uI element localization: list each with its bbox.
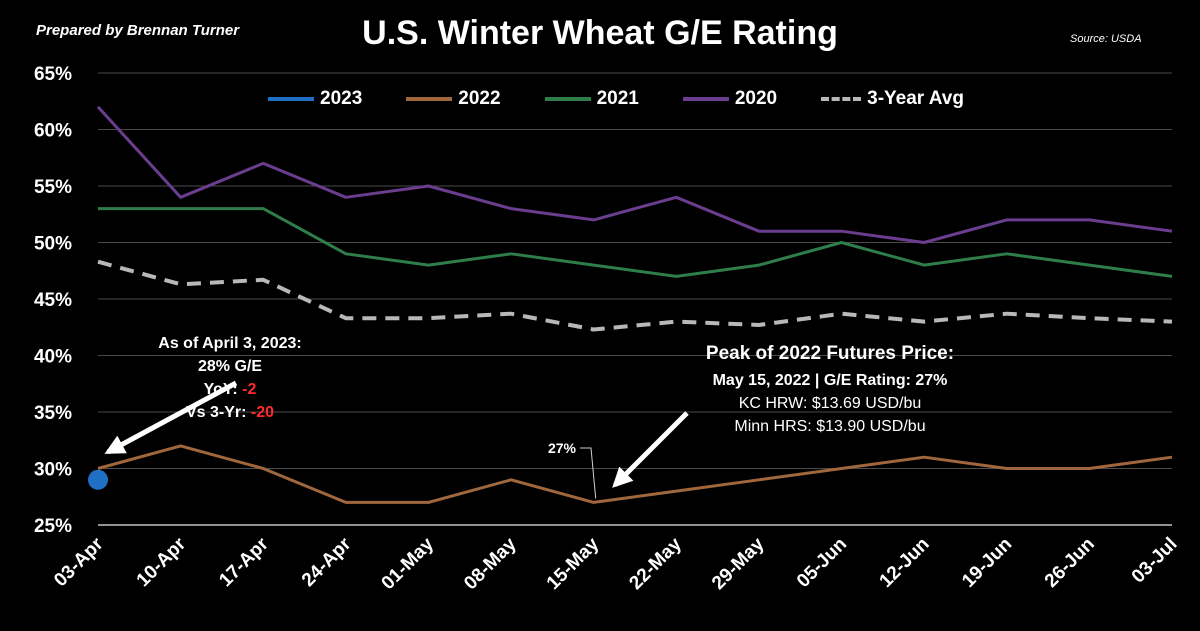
annotation-2023: As of April 3, 2023: 28% G/E YoY: -2 Vs … bbox=[120, 332, 340, 424]
source-text: Source: USDA bbox=[1070, 33, 1142, 45]
legend-item-2022: 2022 bbox=[406, 88, 501, 110]
x-tick-29-May: 29-May bbox=[708, 533, 769, 594]
legend-swatch-2020 bbox=[682, 97, 729, 101]
x-tick-03-Apr: 03-Apr bbox=[50, 533, 108, 591]
series-line-2021 bbox=[98, 207, 1173, 278]
legend-item-2023: 2023 bbox=[268, 88, 362, 110]
gridlines bbox=[98, 72, 1172, 526]
annotation-peak: Peak of 2022 Futures Price: May 15, 2022… bbox=[660, 342, 1000, 438]
point-2023-03-Apr bbox=[88, 469, 108, 490]
x-tick-12-Jun: 12-Jun bbox=[876, 534, 934, 592]
legend-label-3-year-avg: 3-Year Avg bbox=[867, 88, 964, 109]
point-label-leader bbox=[580, 447, 597, 499]
legend-swatch-2021 bbox=[544, 97, 591, 101]
legend-label-2021: 2021 bbox=[596, 88, 639, 109]
credit-text: Prepared by Brennan Turner bbox=[36, 22, 240, 39]
y-tick-55: 55% bbox=[34, 177, 72, 198]
legend-swatch-2022 bbox=[406, 97, 453, 101]
y-axis-ticks: 25% 30% 35% 40% 45% 50% 55% 60% 65% bbox=[34, 64, 72, 537]
arrow-2023 bbox=[104, 380, 238, 455]
y-tick-65: 65% bbox=[34, 64, 72, 85]
x-tick-15-May: 15-May bbox=[543, 533, 604, 594]
annotation-2023-yoy: YoY: -2 bbox=[203, 381, 257, 398]
arrow-peak bbox=[612, 411, 689, 488]
y-tick-35: 35% bbox=[34, 403, 72, 424]
annotation-peak-line1: May 15, 2022 | G/E Rating: 27% bbox=[712, 372, 948, 389]
annotation-peak-heading: Peak of 2022 Futures Price: bbox=[705, 343, 955, 364]
annotation-2023-line1: As of April 3, 2023: bbox=[158, 335, 302, 352]
y-tick-40: 40% bbox=[34, 347, 72, 368]
y-tick-45: 45% bbox=[34, 290, 72, 311]
legend-label-2020: 2020 bbox=[734, 88, 778, 109]
legend-swatch-3-year-avg bbox=[821, 97, 862, 101]
series-group bbox=[88, 105, 1173, 504]
series-line-3-year-avg bbox=[97, 259, 1173, 332]
annotation-arrows: 27% bbox=[104, 380, 689, 499]
x-tick-10-Apr: 10-Apr bbox=[133, 533, 191, 591]
x-tick-24-Apr: 24-Apr bbox=[298, 533, 356, 591]
annotation-2023-vs3yr: Vs 3-Yr: -20 bbox=[185, 404, 275, 421]
x-tick-22-May: 22-May bbox=[625, 533, 686, 594]
legend-swatch-2023 bbox=[268, 97, 314, 101]
x-tick-03-Jul: 03-Jul bbox=[1128, 534, 1182, 588]
legend-item-2020: 2020 bbox=[682, 88, 778, 110]
legend-item-3-year-avg: 3-Year Avg bbox=[821, 88, 964, 110]
y-tick-25: 25% bbox=[34, 516, 72, 537]
point-label-27: 27% bbox=[548, 440, 577, 456]
series-line-2020 bbox=[96, 105, 1173, 244]
x-tick-05-Jun: 05-Jun bbox=[793, 534, 851, 592]
x-axis-ticks: 03-Apr 10-Apr 17-Apr 24-Apr 01-May 08-May 15-M… bbox=[50, 533, 1181, 594]
yoy-value: -2 bbox=[242, 381, 257, 398]
x-tick-01-May: 01-May bbox=[378, 533, 439, 594]
legend-label-2023: 2023 bbox=[320, 88, 363, 109]
x-tick-26-Jun: 26-Jun bbox=[1041, 534, 1099, 592]
annotation-peak-line2: KC HRW: $13.69 USD/bu bbox=[738, 395, 922, 412]
y-tick-30: 30% bbox=[34, 460, 72, 481]
y-tick-60: 60% bbox=[34, 121, 72, 142]
chart-title: U.S. Winter Wheat G/E Rating bbox=[362, 14, 838, 52]
legend-label-2022: 2022 bbox=[458, 88, 501, 109]
x-tick-08-May: 08-May bbox=[460, 533, 521, 594]
x-tick-17-Apr: 17-Apr bbox=[215, 533, 273, 591]
legend: 2023 2022 2021 2020 3-Year Avg bbox=[268, 88, 1008, 110]
vs3yr-value: -20 bbox=[250, 404, 275, 421]
annotation-2023-line2: 28% G/E bbox=[197, 358, 263, 375]
annotation-peak-line3: Minn HRS: $13.90 USD/bu bbox=[734, 418, 926, 435]
x-tick-19-Jun: 19-Jun bbox=[958, 534, 1016, 592]
series-line-2022 bbox=[97, 444, 1173, 504]
y-tick-50: 50% bbox=[34, 234, 72, 255]
legend-item-2021: 2021 bbox=[544, 88, 639, 110]
